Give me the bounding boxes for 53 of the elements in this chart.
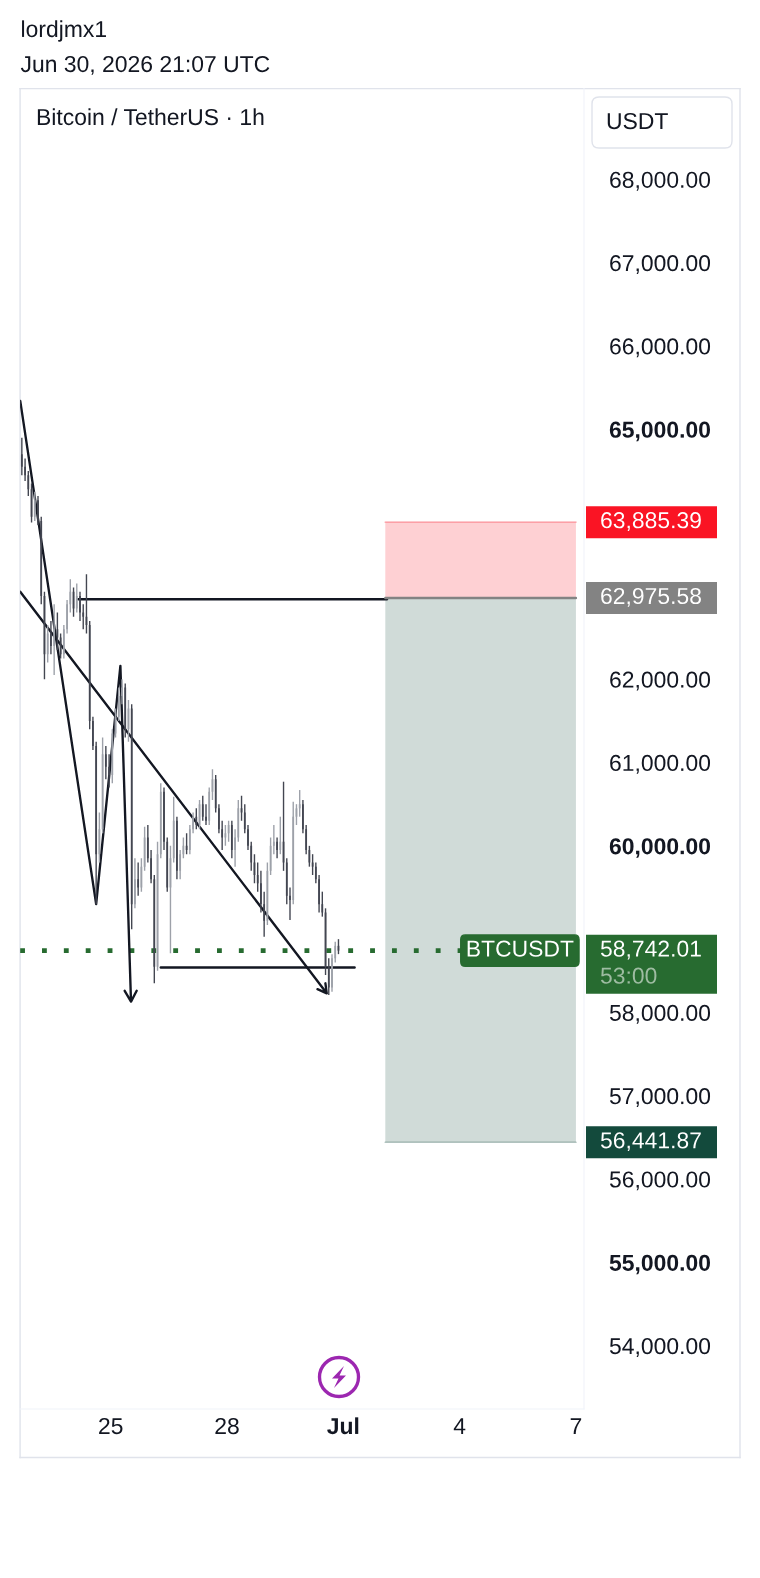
x-tick-label: 25 bbox=[99, 1417, 123, 1435]
candlestick bbox=[201, 795, 204, 822]
x-tick-label: Jul bbox=[327, 1417, 359, 1435]
annotation: 56,441.87 bbox=[600, 1132, 701, 1152]
x-tick-label: 4 bbox=[453, 1418, 466, 1434]
y-tick-label: 56,000.00 bbox=[609, 1171, 711, 1191]
y-tick-label: 55,000.00 bbox=[609, 1254, 711, 1275]
x-tick-label: 7 bbox=[570, 1418, 582, 1434]
candlestick bbox=[205, 803, 207, 826]
candlestick bbox=[79, 591, 81, 622]
candlestick bbox=[98, 811, 101, 864]
candlestick bbox=[33, 491, 36, 522]
candlestick bbox=[137, 861, 140, 897]
candlestick bbox=[195, 807, 198, 830]
y-tick-label: 65,000.00 bbox=[609, 421, 711, 442]
candlestick bbox=[59, 632, 62, 660]
y-axis-title: USDT bbox=[607, 112, 668, 130]
y-tick-label: 66,000.00 bbox=[610, 338, 711, 358]
annotation: 63,885.39 bbox=[601, 512, 701, 532]
y-tick-label: 61,000.00 bbox=[610, 754, 711, 774]
candlestick bbox=[50, 620, 52, 655]
candlestick bbox=[134, 857, 136, 910]
candlestick bbox=[179, 849, 182, 880]
candlestick bbox=[298, 789, 301, 818]
annotation: 58,742.01 53:00 bbox=[600, 940, 701, 984]
text: Bitcoin / TetherUS · 1h bbox=[37, 108, 264, 126]
candlestick bbox=[185, 832, 188, 855]
text: Jun 30, 2026 21:07 UTC bbox=[20, 55, 270, 75]
y-tick-label: 67,000.00 bbox=[610, 255, 711, 274]
candlestick bbox=[53, 603, 56, 676]
candlestick bbox=[46, 624, 49, 664]
candlestick bbox=[176, 815, 178, 880]
annotation: 62,975.58 bbox=[601, 587, 701, 607]
x-tick-label: 28 bbox=[215, 1417, 239, 1435]
y-tick-label: 58,000.00 bbox=[609, 1004, 711, 1024]
candlestick bbox=[276, 836, 278, 860]
y-tick-label: 62,000.00 bbox=[610, 671, 711, 691]
candlestick bbox=[101, 736, 104, 835]
candlestick bbox=[75, 582, 78, 614]
candlestick bbox=[224, 824, 227, 847]
ref-line-label: BTCUSDT bbox=[467, 940, 574, 957]
text: lordjmx1 bbox=[22, 20, 106, 42]
y-tick-label: 68,000.00 bbox=[610, 171, 711, 191]
candlestick bbox=[327, 957, 330, 996]
candlestick bbox=[227, 820, 230, 843]
y-tick-label: 60,000.00 bbox=[609, 838, 711, 858]
candlestick bbox=[56, 611, 59, 651]
candlestick bbox=[140, 857, 143, 893]
candlestick bbox=[266, 861, 269, 926]
candlestick bbox=[143, 825, 146, 872]
y-tick-label: 54,000.00 bbox=[609, 1337, 711, 1357]
candlestick bbox=[279, 815, 282, 855]
y-tick-label: 57,000.00 bbox=[609, 1088, 711, 1108]
